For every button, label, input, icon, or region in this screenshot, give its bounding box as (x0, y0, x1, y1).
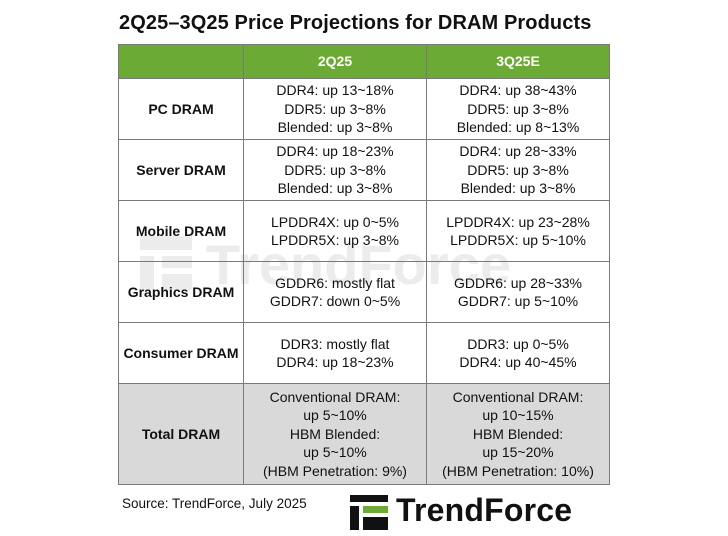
cell-2q25: DDR4: up 18~23% DDR5: up 3~8% Blended: u… (243, 139, 427, 201)
cell-line: Blended: up 3~8% (277, 119, 393, 136)
page-title: 2Q25–3Q25 Price Projections for DRAM Pro… (119, 12, 592, 34)
cell-2q25: Conventional DRAM: up 5~10% HBM Blended:… (243, 383, 427, 485)
cell-line: DDR4: up 40~45% (459, 354, 577, 370)
cell-line: (HBM Penetration: 10%) (442, 462, 594, 479)
cell-line: DDR5: up 3~8% (467, 161, 569, 178)
cell-line: LPDDR5X: up 5~10% (450, 232, 586, 248)
cell-line: DDR3: mostly flat (280, 335, 390, 352)
cell-3q25e: Conventional DRAM: up 10~15% HBM Blended… (426, 383, 610, 485)
trendforce-logo-icon (350, 495, 388, 530)
cell-line: DDR5: up 3~8% (284, 161, 386, 178)
table-row: Mobile DRAM LPDDR4X: up 0~5% LPDDR5X: up… (118, 200, 610, 262)
cell-3q25e: LPDDR4X: up 23~28% LPDDR5X: up 5~10% (426, 200, 610, 262)
cell-line: DDR4: up 13~18% (276, 82, 394, 99)
cell-2q25: LPDDR4X: up 0~5% LPDDR5X: up 3~8% (243, 200, 427, 262)
cell-line: GDDR6: up 28~33% (453, 274, 583, 291)
trendforce-logo: TrendForce (348, 490, 610, 534)
cell-line: LPDDR4X: up 0~5% (270, 213, 400, 230)
row-label: Server DRAM (118, 139, 244, 201)
table-row: Graphics DRAM GDDR6: mostly flat GDDR7: … (118, 261, 610, 323)
cell-line: Blended: up 3~8% (460, 180, 576, 197)
cell-line: (HBM Penetration: 9%) (263, 462, 407, 479)
row-label: Total DRAM (118, 383, 244, 485)
cell-3q25e: DDR3: up 0~5% DDR4: up 40~45% (426, 322, 610, 384)
price-projection-table: 2Q25 3Q25E PC DRAM DDR4: up 13~18% DDR5:… (118, 44, 610, 485)
header-corner (118, 44, 244, 79)
cell-line: DDR4: up 18~23% (276, 143, 394, 160)
cell-3q25e: DDR4: up 38~43% DDR5: up 3~8% Blended: u… (426, 78, 610, 140)
cell-line: Blended: up 3~8% (277, 180, 393, 197)
cell-line: Conventional DRAM: (452, 388, 584, 405)
source-note: Source: TrendForce, July 2025 (122, 496, 307, 511)
cell-line: up 5~10% (303, 444, 367, 461)
cell-3q25e: GDDR6: up 28~33% GDDR7: up 5~10% (426, 261, 610, 323)
cell-line: GDDR6: mostly flat (275, 274, 395, 291)
cell-line: LPDDR5X: up 3~8% (270, 232, 400, 248)
row-label: PC DRAM (118, 78, 244, 140)
cell-line: LPDDR4X: up 23~28% (446, 213, 590, 230)
cell-line: Blended: up 8~13% (456, 119, 580, 136)
cell-line: up 10~15% (482, 407, 554, 424)
cell-line: HBM Blended: (289, 425, 381, 442)
table-row: Consumer DRAM DDR3: mostly flat DDR4: up… (118, 322, 610, 384)
row-label: Mobile DRAM (118, 200, 244, 262)
cell-line: DDR4: up 38~43% (459, 82, 577, 99)
cell-line: GDDR7: down 0~5% (269, 293, 401, 309)
cell-line: GDDR7: up 5~10% (457, 293, 579, 309)
cell-line: up 15~20% (482, 444, 554, 461)
cell-2q25: DDR3: mostly flat DDR4: up 18~23% (243, 322, 427, 384)
cell-line: DDR4: up 18~23% (276, 354, 394, 370)
cell-3q25e: DDR4: up 28~33% DDR5: up 3~8% Blended: u… (426, 139, 610, 201)
cell-2q25: DDR4: up 13~18% DDR5: up 3~8% Blended: u… (243, 78, 427, 140)
row-label: Consumer DRAM (118, 322, 244, 384)
table-row-total: Total DRAM Conventional DRAM: up 5~10% H… (118, 383, 610, 485)
cell-2q25: GDDR6: mostly flat GDDR7: down 0~5% (243, 261, 427, 323)
table-row: Server DRAM DDR4: up 18~23% DDR5: up 3~8… (118, 139, 610, 201)
logo-text: TrendForce (396, 492, 573, 528)
cell-line: Conventional DRAM: (269, 388, 401, 405)
table-row: PC DRAM DDR4: up 13~18% DDR5: up 3~8% Bl… (118, 78, 610, 140)
table-header-row: 2Q25 3Q25E (118, 44, 610, 79)
row-label: Graphics DRAM (118, 261, 244, 323)
cell-line: HBM Blended: (472, 425, 564, 442)
cell-line: up 5~10% (303, 407, 367, 424)
cell-line: DDR3: up 0~5% (467, 335, 569, 352)
header-2q25: 2Q25 (243, 44, 427, 79)
header-3q25e: 3Q25E (426, 44, 610, 79)
cell-line: DDR5: up 3~8% (467, 100, 569, 117)
cell-line: DDR5: up 3~8% (284, 100, 386, 117)
cell-line: DDR4: up 28~33% (459, 143, 577, 160)
